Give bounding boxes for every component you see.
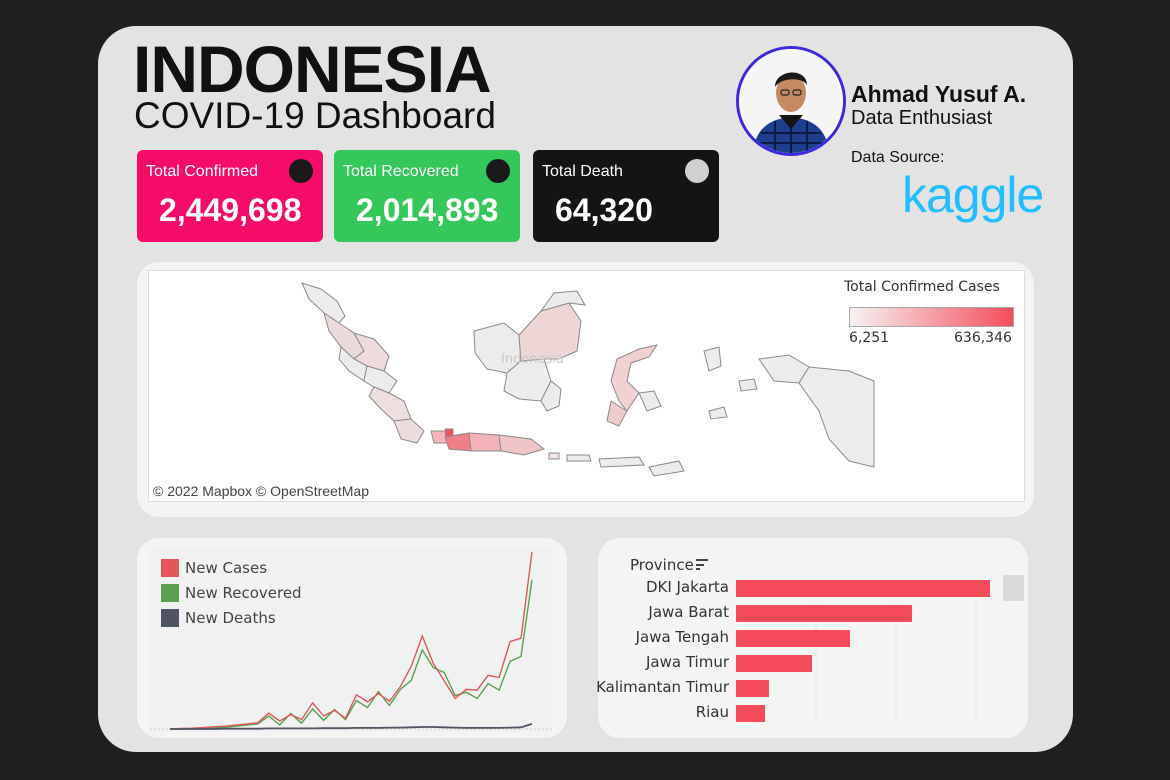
province-jawa-tengah [468,432,502,452]
status-dot-icon [289,159,313,183]
province-kalsel [540,380,562,412]
author-role: Data Enthusiast [851,107,993,129]
province-bar[interactable] [736,680,769,697]
province-bar[interactable] [736,630,850,647]
page-title: INDONESIA [133,32,492,106]
indonesia-map[interactable]: Indonesia [148,270,1025,502]
province-sulawesi [610,344,659,412]
province-bar[interactable] [736,605,912,622]
province-label[interactable]: DKI Jakarta [645,578,729,596]
sort-icon[interactable] [696,559,708,570]
map-legend-gradient [849,307,1014,327]
province-label[interactable]: Jawa Timur [646,653,729,671]
avatar [736,46,846,156]
map-canvas[interactable]: Indonesia [149,271,1025,502]
map-legend-title: Total Confirmed Cases [844,279,1000,295]
page-subtitle: COVID-19 Dashboard [134,95,496,136]
province-column-header[interactable]: Province [630,556,694,574]
map-legend-max: 636,346 [954,330,1012,346]
status-dot-icon [685,159,709,183]
province-aceh [301,282,346,324]
series-line-new-cases [169,551,533,730]
svg-text:Indonesia: Indonesia [501,352,564,367]
province-label[interactable]: Jawa Tengah [635,628,729,646]
kpi-total-confirmed: Total Confirmed 2,449,698 [137,150,323,242]
kaggle-logo[interactable]: kaggle [902,167,1044,223]
kpi-total-death: Total Death 64,320 [533,150,719,242]
province-gridlines [815,574,977,722]
province-jawa-barat [444,432,472,452]
kpi-value: 2,014,893 [356,192,499,228]
person-avatar-icon [739,49,843,153]
province-label[interactable]: Jawa Barat [648,603,729,621]
province-label[interactable]: Kalimantan Timur [596,678,729,696]
legend-swatch-icon [161,609,179,627]
legend-label: New Deaths [185,609,276,627]
series-line-new-deaths [170,723,533,730]
province-kaltara [539,290,586,312]
province-jambi [363,365,398,394]
map-legend-min: 6,251 [849,330,890,346]
province-bar[interactable] [736,655,812,672]
map-attribution[interactable]: © 2022 Mapbox © OpenStreetMap [153,483,369,499]
series-line-new-recovered [170,579,533,730]
kpi-total-recovered: Total Recovered 2,014,893 [334,150,520,242]
province-bar[interactable] [736,580,990,597]
author-name: Ahmad Yusuf A. [851,81,1027,107]
kpi-label: Total Death [542,163,623,180]
kpi-label: Total Recovered [343,163,459,180]
kpi-value: 2,449,698 [159,192,302,228]
legend-label: New Cases [185,559,268,577]
timeseries-chart[interactable] [150,547,552,732]
legend-swatch-icon [161,559,179,577]
scrollbar[interactable] [1003,575,1024,601]
data-source-label: Data Source: [851,149,945,166]
province-bar[interactable] [736,705,765,722]
kpi-label: Total Confirmed [146,163,259,180]
legend-swatch-icon [161,584,179,602]
legend-label: New Recovered [185,584,302,602]
status-dot-icon [486,159,510,183]
timeseries-chart-area[interactable] [150,547,552,732]
province-label[interactable]: Riau [695,703,729,721]
province-jawa-timur [498,434,546,456]
province-lampung [393,418,425,444]
province-papua [798,366,875,468]
kpi-value: 64,320 [555,192,653,228]
